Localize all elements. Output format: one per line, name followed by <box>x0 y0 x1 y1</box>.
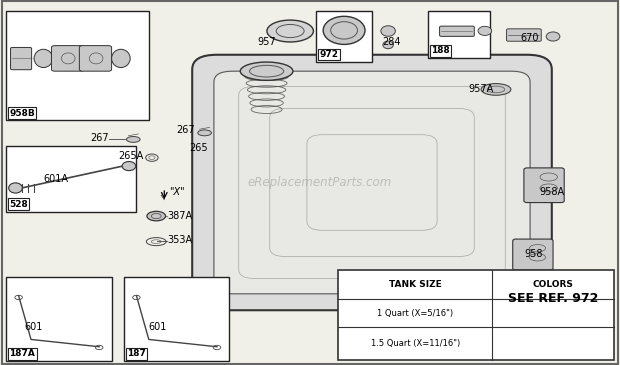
Text: 188: 188 <box>431 46 450 55</box>
Text: TANK SIZE: TANK SIZE <box>389 280 441 289</box>
FancyBboxPatch shape <box>214 71 530 294</box>
Text: SEE REF. 972: SEE REF. 972 <box>508 292 598 305</box>
FancyBboxPatch shape <box>11 47 32 70</box>
Bar <box>6 146 136 212</box>
Text: 265: 265 <box>189 143 208 153</box>
Ellipse shape <box>383 41 393 49</box>
Text: 958A: 958A <box>539 187 565 197</box>
Ellipse shape <box>126 137 140 142</box>
Ellipse shape <box>245 73 288 81</box>
Text: 187A: 187A <box>9 349 35 358</box>
FancyBboxPatch shape <box>51 46 84 71</box>
Text: 601: 601 <box>149 322 167 332</box>
Text: 601: 601 <box>25 322 43 332</box>
FancyBboxPatch shape <box>524 168 564 203</box>
Text: 957: 957 <box>257 36 276 46</box>
Bar <box>338 270 614 360</box>
Ellipse shape <box>478 26 492 35</box>
Text: 265A: 265A <box>118 151 143 161</box>
Bar <box>6 11 149 120</box>
Text: 1.5 Quart (X=11/16"): 1.5 Quart (X=11/16") <box>371 339 460 348</box>
Text: 267: 267 <box>90 133 108 143</box>
FancyBboxPatch shape <box>79 46 112 71</box>
Text: "X": "X" <box>169 187 184 197</box>
Text: 387A: 387A <box>167 211 193 221</box>
Ellipse shape <box>9 183 22 193</box>
Ellipse shape <box>241 62 293 80</box>
Text: 601A: 601A <box>43 174 68 184</box>
FancyBboxPatch shape <box>513 239 553 270</box>
Text: 958: 958 <box>524 249 542 259</box>
Ellipse shape <box>112 49 130 68</box>
Bar <box>124 277 229 361</box>
Bar <box>428 11 490 58</box>
Ellipse shape <box>481 84 511 95</box>
Bar <box>316 11 372 62</box>
FancyBboxPatch shape <box>192 55 552 310</box>
Text: eReplacementParts.com: eReplacementParts.com <box>247 176 391 189</box>
Ellipse shape <box>147 211 166 221</box>
Ellipse shape <box>267 20 314 42</box>
Text: 284: 284 <box>383 36 401 46</box>
Ellipse shape <box>198 130 211 136</box>
FancyBboxPatch shape <box>440 26 474 36</box>
Text: 187: 187 <box>127 349 146 358</box>
Text: 958B: 958B <box>9 108 35 118</box>
Bar <box>6 277 112 361</box>
Ellipse shape <box>381 26 396 36</box>
Ellipse shape <box>34 49 53 68</box>
Text: 353A: 353A <box>167 235 193 245</box>
Text: 1 Quart (X=5/16"): 1 Quart (X=5/16") <box>377 308 453 318</box>
Ellipse shape <box>546 32 560 41</box>
Text: 972: 972 <box>319 50 339 59</box>
Text: 528: 528 <box>9 200 28 209</box>
FancyBboxPatch shape <box>507 29 541 41</box>
Text: 670: 670 <box>521 33 539 43</box>
Text: COLORS: COLORS <box>533 280 574 289</box>
Text: 957A: 957A <box>468 84 494 94</box>
Ellipse shape <box>122 161 136 171</box>
Ellipse shape <box>323 16 365 45</box>
Text: 267: 267 <box>177 125 195 135</box>
